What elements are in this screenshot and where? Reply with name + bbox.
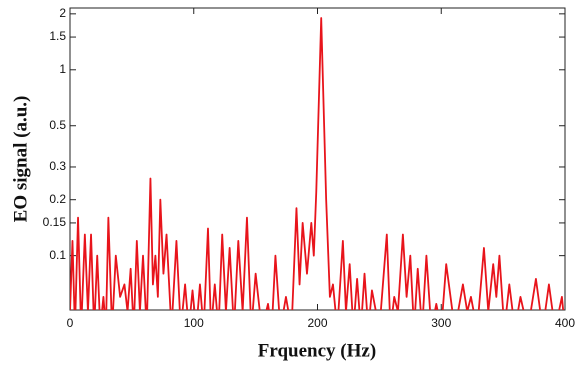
y-tick-label: 2 <box>59 6 66 20</box>
y-axis-label: EO signal (a.u.) <box>10 96 31 223</box>
y-tick-label: 1.5 <box>49 29 66 43</box>
signal-line <box>70 17 565 310</box>
y-tick-label: 0.2 <box>49 192 66 206</box>
y-tick-label: 1 <box>59 62 66 76</box>
x-axis-label: Frquency (Hz) <box>258 340 376 361</box>
y-tick-label: 0.1 <box>49 248 66 262</box>
x-tick-label: 100 <box>184 316 204 330</box>
x-tick-label: 400 <box>555 316 575 330</box>
y-tick-label: 0.3 <box>49 159 66 173</box>
y-tick-label: 0.15 <box>43 215 67 229</box>
x-tick-label: 300 <box>431 316 451 330</box>
x-tick-label: 200 <box>307 316 327 330</box>
x-tick-label: 0 <box>67 316 74 330</box>
y-tick-label: 0.5 <box>49 118 66 132</box>
